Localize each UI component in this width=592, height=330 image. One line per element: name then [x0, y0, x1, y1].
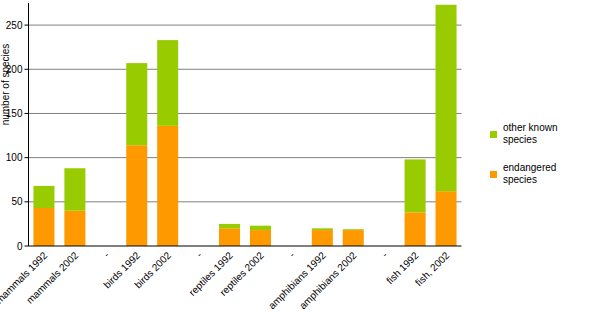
grid-line	[29, 113, 462, 114]
legend-swatch	[490, 131, 497, 138]
y-tick-label: 100	[6, 152, 23, 163]
grid-line	[29, 25, 462, 26]
y-axis-title: number of species	[0, 44, 11, 126]
x-tick-label: amphibians 1992	[266, 249, 328, 311]
bar-segment	[33, 208, 54, 246]
y-tick	[25, 201, 29, 202]
y-tick-label: 50	[11, 196, 23, 207]
chart: 050100150200250mammals 1992mammals 2002-…	[0, 0, 592, 330]
x-tick-label: birds 2002	[132, 249, 173, 290]
bar-segment	[250, 230, 271, 246]
x-tick-label: -	[287, 250, 297, 260]
bar-segment	[436, 191, 457, 246]
bar-segment	[343, 229, 364, 231]
x-tick-label: amphibians 2002	[297, 249, 359, 311]
legend-item: other known species	[490, 122, 583, 146]
y-tick	[25, 113, 29, 114]
grid-line	[29, 201, 462, 202]
bar-segment	[157, 126, 178, 246]
y-tick-label: 0	[17, 241, 23, 252]
bar-segment	[312, 230, 333, 246]
bar-segment	[250, 226, 271, 230]
y-axis	[28, 3, 29, 246]
x-tick-label: -	[101, 250, 111, 260]
bar-segment	[405, 159, 426, 212]
bar-segment	[219, 228, 240, 246]
legend-label: other known species	[503, 122, 583, 146]
y-tick	[25, 246, 29, 247]
bar-segment	[219, 224, 240, 228]
x-axis	[29, 246, 462, 247]
bar-segment	[157, 40, 178, 126]
bar-segment	[33, 186, 54, 208]
x-tick-label: -	[194, 250, 204, 260]
bar-segment	[343, 230, 364, 246]
y-tick	[25, 69, 29, 70]
y-tick	[25, 25, 29, 26]
y-tick	[25, 157, 29, 158]
legend-item: endangered species	[490, 162, 583, 186]
x-tick-label: reptiles 2002	[218, 249, 267, 298]
x-tick-label: fish, 2002	[413, 249, 452, 288]
bar-segment	[126, 63, 147, 145]
bar-segment	[312, 228, 333, 230]
bar-segment	[64, 211, 85, 246]
legend-label: endangered species	[503, 162, 583, 186]
x-tick-label: mammals 2002	[24, 249, 80, 305]
legend-swatch	[490, 171, 497, 178]
bar-segment	[436, 5, 457, 191]
bar-segment	[405, 212, 426, 246]
grid-line	[29, 69, 462, 70]
x-tick-label: -	[379, 250, 389, 260]
bar-segment	[64, 168, 85, 210]
y-tick-label: 250	[6, 20, 23, 31]
grid-line	[29, 157, 462, 158]
bars	[33, 5, 456, 246]
bar-segment	[126, 145, 147, 246]
